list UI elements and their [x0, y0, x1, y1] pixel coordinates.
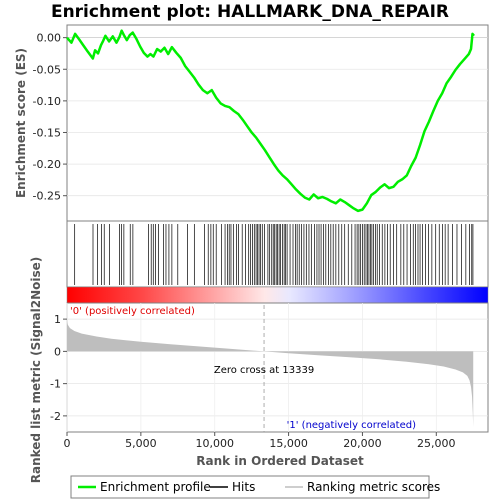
- positive-correlation-label: '0' (positively correlated): [70, 306, 195, 317]
- x-tick-label: 15,000: [269, 437, 308, 450]
- es-y-ticks: 0.00 -0.05 -0.10 -0.15 -0.20 -0.25: [33, 32, 67, 203]
- hit-marks: [74, 224, 474, 285]
- x-tick-label: 20,000: [343, 437, 382, 450]
- metric-panel: Zero cross at 13339 '0' (positively corr…: [29, 257, 489, 484]
- x-tick-label: 0: [64, 437, 71, 450]
- legend: Enrichment profile Hits Ranking metric sco…: [70, 475, 440, 499]
- es-y-tick-label: -0.15: [33, 126, 61, 139]
- zero-cross-label: Zero cross at 13339: [214, 365, 314, 376]
- legend-label: Hits: [232, 480, 255, 494]
- metric-y-tick-label: -2: [50, 410, 61, 423]
- metric-y-tick-label: -1: [50, 378, 61, 391]
- es-panel-frame: [66, 24, 489, 222]
- legend-frame: [70, 475, 430, 499]
- enrichment-profile-line: [66, 29, 475, 213]
- es-y-tick-label: -0.25: [33, 190, 61, 203]
- metric-gridlines: [66, 303, 488, 432]
- x-tick-label: 10,000: [195, 437, 234, 450]
- legend-label: Enrichment profile: [100, 480, 211, 494]
- es-y-tick-label: -0.05: [33, 63, 61, 76]
- metric-y-axis-label: Ranked list metric (Signal2Noise): [29, 257, 43, 484]
- x-axis-label: Rank in Ordered Dataset: [196, 454, 364, 468]
- metric-panel-frame: [66, 302, 489, 433]
- metric-y-ticks: 1 0 -1 -2: [50, 313, 67, 423]
- es-y-tick-label: 0.00: [37, 32, 62, 45]
- metric-x-ticks: 0 5,000 10,000 15,000 20,000 25,000: [64, 432, 456, 450]
- negative-correlation-label: '1' (negatively correlated): [287, 420, 416, 431]
- es-y-tick-label: -0.20: [33, 158, 61, 171]
- es-y-axis-label: Enrichment score (ES): [14, 48, 28, 198]
- hits-panel: [66, 220, 489, 288]
- ranking-metric-area: [67, 320, 474, 428]
- chart-title: Enrichment plot: HALLMARK_DNA_REPAIR: [51, 2, 449, 22]
- metric-y-tick-label: 0: [54, 345, 61, 358]
- x-tick-label: 5,000: [125, 437, 157, 450]
- es-panel: 0.00 -0.05 -0.10 -0.15 -0.20 -0.25 Enrichment…: [14, 24, 489, 222]
- rank-color-bar: [66, 286, 489, 304]
- es-y-tick-label: -0.10: [33, 95, 61, 108]
- rank-color-gradient: [66, 286, 489, 304]
- metric-y-tick-label: 1: [54, 313, 61, 326]
- legend-label: Ranking metric scores: [307, 480, 440, 494]
- x-tick-label: 25,000: [417, 437, 456, 450]
